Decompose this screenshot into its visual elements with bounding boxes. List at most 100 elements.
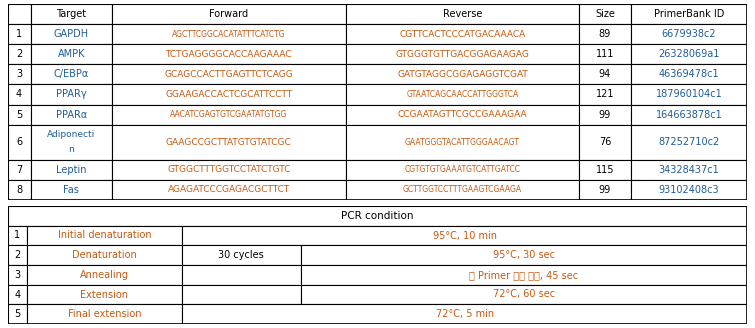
Bar	[30, 125, 112, 160]
Text: GAAGCCGCTTATGTGTATCGC: GAAGCCGCTTATGTGTATCGC	[166, 138, 291, 147]
Text: GTGGGTGTTGACGGAGAAGAG: GTGGGTGTTGACGGAGAAGAG	[396, 50, 529, 59]
Text: 6: 6	[16, 137, 22, 147]
Text: 5: 5	[14, 309, 20, 319]
Text: Extension: Extension	[81, 290, 128, 299]
Bar	[8, 304, 26, 324]
Text: GCTTGGTCCTTTGAAGTCGAAGA: GCTTGGTCCTTTGAAGTCGAAGA	[403, 185, 522, 195]
Text: 각 Primer 적정 온도, 45 sec: 각 Primer 적정 온도, 45 sec	[470, 270, 578, 280]
Bar	[579, 4, 630, 24]
Bar	[112, 64, 346, 84]
Text: 8: 8	[16, 185, 22, 195]
Text: 94: 94	[599, 70, 611, 79]
Text: 3: 3	[14, 270, 20, 280]
Text: 7: 7	[16, 165, 22, 175]
Bar	[182, 245, 300, 265]
Bar	[30, 84, 112, 105]
Text: 115: 115	[596, 165, 615, 175]
Bar	[630, 105, 747, 125]
Bar	[300, 285, 747, 304]
Bar	[112, 44, 346, 64]
Text: TCTGAGGGGCACCAAGAAAC: TCTGAGGGGCACCAAGAAAC	[165, 50, 292, 59]
Text: 2: 2	[16, 49, 22, 59]
Text: AGCTTCGGCACATATTTCATCTG: AGCTTCGGCACATATTTCATCTG	[172, 30, 285, 39]
Text: Denaturation: Denaturation	[72, 250, 137, 260]
Bar	[579, 180, 630, 200]
Bar	[30, 160, 112, 180]
Text: GAPDH: GAPDH	[54, 29, 89, 39]
Text: GTAATCAGCAACCATTGGGTCA: GTAATCAGCAACCATTGGGTCA	[406, 90, 519, 99]
Bar	[26, 265, 182, 285]
Bar	[579, 64, 630, 84]
Text: 4: 4	[16, 90, 22, 99]
Text: Initial denaturation: Initial denaturation	[57, 231, 151, 240]
Text: PPARγ: PPARγ	[56, 90, 87, 99]
Bar	[182, 265, 300, 285]
Bar	[630, 84, 747, 105]
Bar	[112, 4, 346, 24]
Text: 111: 111	[596, 49, 614, 59]
Bar	[346, 64, 579, 84]
Bar	[346, 4, 579, 24]
Text: Size: Size	[595, 9, 615, 19]
Bar	[8, 245, 26, 265]
Text: Final extension: Final extension	[68, 309, 141, 319]
Text: Reverse: Reverse	[442, 9, 482, 19]
Bar	[630, 64, 747, 84]
Bar	[182, 285, 300, 304]
Text: 99: 99	[599, 110, 611, 120]
Bar	[630, 4, 747, 24]
Text: Annealing: Annealing	[80, 270, 129, 280]
Text: 1: 1	[14, 231, 20, 240]
Bar	[26, 245, 182, 265]
Text: 95°C, 30 sec: 95°C, 30 sec	[493, 250, 555, 260]
Text: 30 cycles: 30 cycles	[218, 250, 264, 260]
Text: 93102408c3: 93102408c3	[658, 185, 720, 195]
Bar	[300, 245, 747, 265]
Bar	[579, 105, 630, 125]
Text: 34328437c1: 34328437c1	[658, 165, 720, 175]
Bar	[8, 44, 30, 64]
Bar	[8, 160, 30, 180]
Bar	[30, 4, 112, 24]
Text: 87252710c2: 87252710c2	[658, 137, 720, 147]
Bar	[8, 226, 26, 245]
Text: 2: 2	[14, 250, 20, 260]
Bar	[8, 180, 30, 200]
Bar	[346, 44, 579, 64]
Text: 1: 1	[16, 29, 22, 39]
Bar	[579, 84, 630, 105]
Text: 164663878c1: 164663878c1	[655, 110, 723, 120]
Bar	[630, 125, 747, 160]
Bar	[8, 206, 747, 226]
Bar	[30, 64, 112, 84]
Text: n: n	[69, 145, 74, 154]
Bar	[579, 24, 630, 44]
Bar	[346, 105, 579, 125]
Text: CGTGTGTGAAATGTCATTGATCC: CGTGTGTGAAATGTCATTGATCC	[405, 165, 520, 174]
Text: GTGGCTTTGGTCCTATCTGTC: GTGGCTTTGGTCCTATCTGTC	[167, 165, 291, 174]
Bar	[182, 304, 747, 324]
Text: Forward: Forward	[209, 9, 248, 19]
Text: 121: 121	[596, 90, 615, 99]
Text: 72°C, 5 min: 72°C, 5 min	[436, 309, 494, 319]
Bar	[182, 226, 747, 245]
Bar	[8, 125, 30, 160]
Text: PCR condition: PCR condition	[341, 211, 414, 221]
Bar	[8, 84, 30, 105]
Text: 76: 76	[599, 137, 611, 147]
Bar	[579, 160, 630, 180]
Text: GGAAGACCACTCGCATTCCTT: GGAAGACCACTCGCATTCCTT	[165, 90, 292, 99]
Bar	[26, 304, 182, 324]
Bar	[8, 4, 30, 24]
Bar	[630, 24, 747, 44]
Text: AGAGATCCCGAGACGCTTCT: AGAGATCCCGAGACGCTTCT	[168, 185, 290, 195]
Text: 187960104c1: 187960104c1	[655, 90, 723, 99]
Bar	[8, 285, 26, 304]
Bar	[30, 105, 112, 125]
Bar	[579, 44, 630, 64]
Bar	[112, 84, 346, 105]
Bar	[630, 160, 747, 180]
Text: AMPK: AMPK	[57, 49, 85, 59]
Bar	[30, 180, 112, 200]
Text: CGTTCACTCCCATGACAAACA: CGTTCACTCCCATGACAAACA	[399, 30, 525, 39]
